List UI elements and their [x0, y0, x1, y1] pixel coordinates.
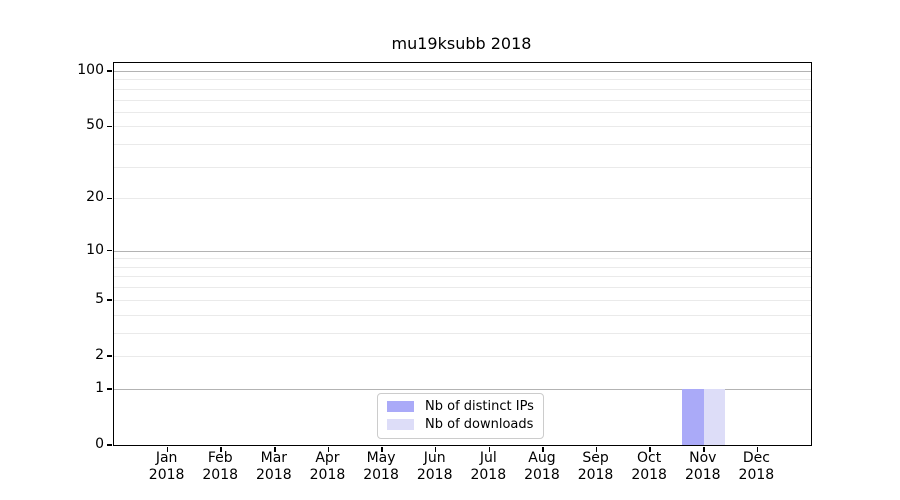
minor-gridline: [114, 144, 811, 146]
major-gridline: [114, 71, 811, 72]
x-tick-year: 2018: [470, 467, 507, 483]
x-tick-year: 2018: [309, 467, 346, 483]
x-tick-mark: [756, 447, 759, 452]
x-tick-label: Mar 2018: [242, 450, 306, 484]
x-tick-month: Apr: [315, 450, 340, 466]
x-tick-month: Jan: [155, 450, 178, 466]
y-tick-mark: [107, 299, 112, 301]
x-tick-month: May: [366, 450, 396, 466]
x-tick-year: 2018: [577, 467, 614, 483]
x-tick-month: Jul: [479, 450, 497, 466]
legend-swatch: [387, 401, 414, 412]
y-tick-mark: [107, 249, 112, 252]
major-gridline: [114, 388, 811, 390]
x-tick-label: Jun 2018: [403, 450, 467, 484]
major-gridline: [114, 250, 811, 252]
y-tick-mark: [107, 388, 112, 390]
x-tick-label: Nov 2018: [671, 450, 735, 484]
x-tick-label: Dec 2018: [724, 450, 788, 484]
minor-gridline: [114, 258, 811, 260]
x-tick-label: Jan 2018: [135, 450, 199, 484]
x-tick-mark: [649, 447, 651, 452]
legend-entry-downloads: Nb of downloads: [387, 417, 534, 432]
minor-gridline: [114, 79, 811, 81]
plot-area: [107, 62, 812, 452]
x-tick-month: Jun: [423, 450, 446, 466]
x-tick-month: Dec: [742, 450, 770, 466]
minor-gridline: [114, 166, 811, 168]
x-tick-label: Jul 2018: [456, 450, 520, 484]
minor-gridline: [114, 355, 811, 357]
minor-gridline: [114, 287, 811, 289]
x-tick-mark: [381, 447, 383, 452]
x-tick-month: Nov: [689, 450, 717, 466]
x-tick-mark: [595, 447, 598, 452]
y-tick-label: 1: [95, 379, 104, 396]
minor-gridline: [114, 332, 811, 334]
y-tick-mark: [107, 444, 112, 446]
x-tick-year: 2018: [631, 467, 667, 483]
legend: Nb of distinct IPs Nb of downloads: [377, 393, 544, 439]
x-tick-year: 2018: [148, 467, 185, 483]
legend-swatch: [387, 419, 414, 430]
x-tick-year: 2018: [416, 467, 453, 483]
minor-gridline: [114, 314, 811, 316]
legend-label: Nb of downloads: [425, 417, 534, 432]
y-tick-label: 20: [86, 189, 104, 206]
minor-gridline: [114, 198, 811, 200]
y-tick-label: 0: [95, 436, 104, 452]
x-tick-mark: [488, 447, 491, 452]
x-tick-year: 2018: [738, 467, 775, 483]
legend-label: Nb of distinct IPs: [425, 399, 534, 414]
minor-gridline: [114, 276, 811, 278]
minor-gridline: [114, 99, 811, 101]
x-tick-year: 2018: [684, 467, 721, 483]
x-tick-mark: [166, 447, 169, 452]
x-tick-year: 2018: [202, 467, 239, 483]
y-tick-label: 10: [86, 241, 104, 258]
x-tick-mark: [703, 447, 705, 452]
y-tick-label: 2: [95, 346, 104, 363]
x-tick-year: 2018: [524, 467, 560, 483]
x-tick-month: Aug: [528, 450, 556, 466]
bar-nb-of-downloads: [703, 388, 726, 445]
x-tick-mark: [274, 447, 276, 452]
y-tick-label: 5: [95, 290, 104, 307]
x-tick-label: Aug 2018: [510, 450, 574, 484]
y-tick-mark: [107, 125, 112, 128]
x-tick-mark: [434, 447, 437, 452]
minor-gridline: [114, 111, 811, 113]
minor-gridline: [114, 299, 811, 301]
y-tick-label: 50: [86, 117, 104, 134]
minor-gridline: [114, 266, 811, 268]
x-tick-month: Sep: [582, 450, 609, 466]
x-tick-month: Feb: [207, 450, 233, 466]
x-tick-year: 2018: [363, 467, 399, 483]
y-tick-mark: [107, 197, 112, 200]
y-tick-mark: [107, 355, 112, 357]
x-tick-label: May 2018: [349, 450, 413, 484]
x-tick-label: Sep 2018: [564, 450, 628, 484]
bar-nb-of-distinct-ips: [682, 388, 704, 445]
chart-title: mu19ksubb 2018: [391, 34, 532, 53]
y-tick-label: 100: [77, 62, 104, 78]
x-tick-mark: [542, 447, 544, 452]
x-tick-month: Oct: [637, 450, 662, 466]
x-tick-mark: [327, 447, 330, 452]
minor-gridline: [114, 88, 811, 90]
x-tick-label: Feb 2018: [188, 450, 252, 484]
y-tick-mark: [107, 70, 112, 72]
x-tick-label: Oct 2018: [617, 450, 681, 484]
x-tick-mark: [220, 447, 222, 452]
x-tick-month: Mar: [260, 450, 288, 466]
legend-entry-distinct-ips: Nb of distinct IPs: [387, 399, 534, 414]
x-tick-label: Apr 2018: [295, 450, 359, 484]
minor-gridline: [114, 126, 811, 128]
x-tick-year: 2018: [256, 467, 292, 483]
